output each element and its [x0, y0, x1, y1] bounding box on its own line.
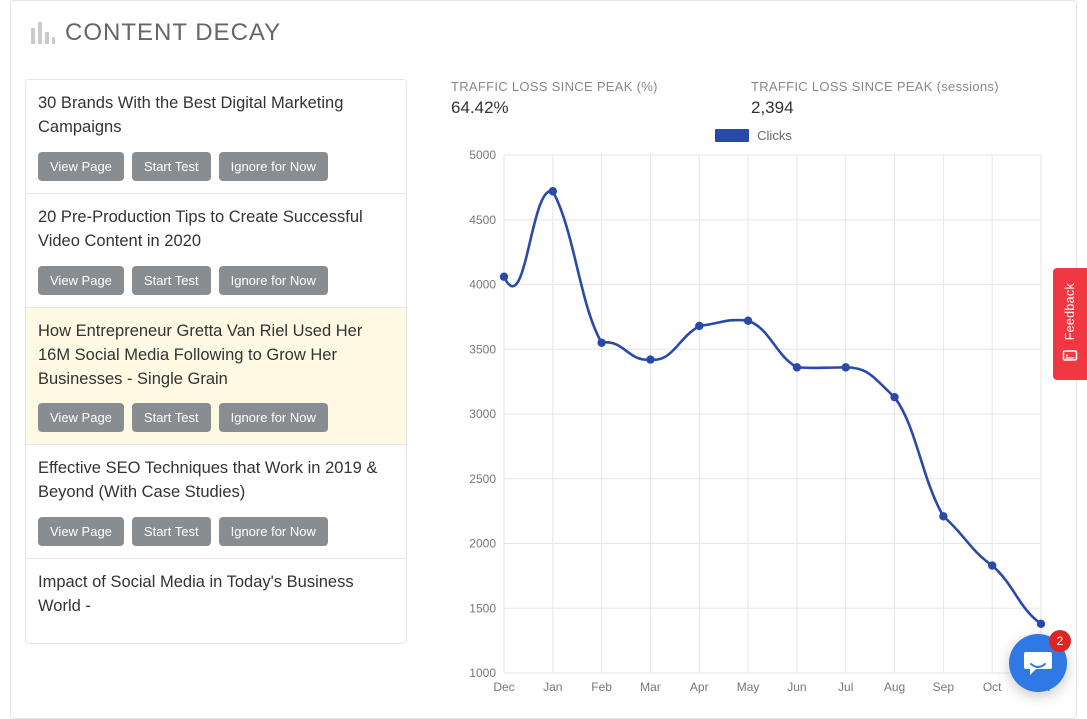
ignore-button[interactable]: Ignore for Now [219, 517, 328, 546]
y-tick-label: 2500 [469, 472, 496, 486]
y-tick-label: 4000 [469, 278, 496, 292]
content-decay-panel: CONTENT DECAY 30 Brands With the Best Di… [10, 0, 1077, 719]
data-point[interactable] [793, 363, 801, 371]
start-test-button[interactable]: Start Test [132, 152, 211, 181]
y-tick-label: 1000 [469, 666, 496, 680]
list-item[interactable]: Impact of Social Media in Today's Busine… [26, 559, 406, 643]
chart-legend: Clicks [451, 128, 1056, 143]
view-page-button[interactable]: View Page [38, 152, 124, 181]
stat-label: TRAFFIC LOSS SINCE PEAK (%) [451, 79, 751, 94]
data-point[interactable] [500, 273, 508, 281]
x-tick-label: Apr [690, 680, 709, 694]
stat-value: 2,394 [751, 98, 1051, 118]
item-title: How Entrepreneur Gretta Van Riel Used He… [38, 320, 394, 392]
data-point[interactable] [744, 317, 752, 325]
stat-value: 64.42% [451, 98, 751, 118]
y-tick-label: 2000 [469, 537, 496, 551]
list-item[interactable]: 20 Pre-Production Tips to Create Success… [26, 194, 406, 308]
list-item[interactable]: 30 Brands With the Best Digital Marketin… [26, 80, 406, 194]
bars-icon [31, 22, 55, 44]
chat-badge: 2 [1049, 630, 1071, 652]
view-page-button[interactable]: View Page [38, 517, 124, 546]
item-title: 20 Pre-Production Tips to Create Success… [38, 206, 394, 254]
stat-label: TRAFFIC LOSS SINCE PEAK (sessions) [751, 79, 1051, 94]
ignore-button[interactable]: Ignore for Now [219, 403, 328, 432]
panel-body: 30 Brands With the Best Digital Marketin… [11, 57, 1076, 718]
clicks-line-chart: 1000 1500 2000 2500 3000 3500 4000 4500 5000 Dec J… [451, 143, 1051, 698]
button-row: View Page Start Test Ignore for Now [38, 403, 394, 432]
data-point[interactable] [842, 363, 850, 371]
feedback-icon [1062, 349, 1078, 365]
chat-badge-count: 2 [1057, 634, 1064, 648]
stat-traffic-loss-sessions: TRAFFIC LOSS SINCE PEAK (sessions) 2,394 [751, 79, 1051, 118]
x-tick-label: Mar [640, 680, 661, 694]
ignore-button[interactable]: Ignore for Now [219, 152, 328, 181]
chart-wrap: 1000 1500 2000 2500 3000 3500 4000 4500 5000 Dec J… [451, 143, 1051, 698]
item-title: Effective SEO Techniques that Work in 20… [38, 457, 394, 505]
x-tick-label: Jun [787, 680, 806, 694]
page-list: 30 Brands With the Best Digital Marketin… [25, 79, 407, 644]
data-point[interactable] [890, 393, 898, 401]
list-item[interactable]: How Entrepreneur Gretta Van Riel Used He… [26, 308, 406, 446]
data-point[interactable] [988, 561, 996, 569]
y-tick-label: 5000 [469, 148, 496, 162]
start-test-button[interactable]: Start Test [132, 403, 211, 432]
x-tick-label: Sep [933, 680, 955, 694]
stat-traffic-loss-pct: TRAFFIC LOSS SINCE PEAK (%) 64.42% [451, 79, 751, 118]
x-tick-label: May [737, 680, 760, 694]
ignore-button[interactable]: Ignore for Now [219, 266, 328, 295]
stats-row: TRAFFIC LOSS SINCE PEAK (%) 64.42% TRAFF… [451, 79, 1056, 118]
x-tick-label: Jan [543, 680, 562, 694]
x-tick-label: Feb [591, 680, 612, 694]
y-tick-label: 4500 [469, 213, 496, 227]
button-row: View Page Start Test Ignore for Now [38, 266, 394, 295]
item-title: Impact of Social Media in Today's Busine… [38, 571, 394, 619]
feedback-label: Feedback [1063, 283, 1077, 340]
y-tick-label: 3500 [469, 342, 496, 356]
y-tick-label: 3000 [469, 407, 496, 421]
chat-icon [1023, 649, 1053, 677]
data-point[interactable] [1037, 620, 1045, 628]
page-list-column: 30 Brands With the Best Digital Marketin… [11, 57, 421, 698]
series-line [504, 191, 1041, 624]
panel-header: CONTENT DECAY [11, 1, 1076, 57]
x-tick-label: Aug [884, 680, 905, 694]
y-tick-label: 1500 [469, 601, 496, 615]
chat-launcher[interactable]: 2 [1009, 634, 1067, 692]
data-point[interactable] [549, 187, 557, 195]
view-page-button[interactable]: View Page [38, 266, 124, 295]
chart-column: TRAFFIC LOSS SINCE PEAK (%) 64.42% TRAFF… [421, 57, 1076, 698]
start-test-button[interactable]: Start Test [132, 266, 211, 295]
data-point[interactable] [597, 339, 605, 347]
x-tick-label: Jul [838, 680, 853, 694]
start-test-button[interactable]: Start Test [132, 517, 211, 546]
button-row: View Page Start Test Ignore for Now [38, 517, 394, 546]
data-point[interactable] [939, 512, 947, 520]
data-point[interactable] [695, 322, 703, 330]
item-title: 30 Brands With the Best Digital Marketin… [38, 92, 394, 140]
legend-swatch [715, 129, 749, 142]
x-tick-label: Oct [983, 680, 1002, 694]
panel-title: CONTENT DECAY [65, 19, 281, 47]
button-row: View Page Start Test Ignore for Now [38, 152, 394, 181]
data-point[interactable] [646, 355, 654, 363]
feedback-tab[interactable]: Feedback [1053, 268, 1087, 380]
x-tick-label: Dec [493, 680, 514, 694]
list-item[interactable]: Effective SEO Techniques that Work in 20… [26, 445, 406, 559]
legend-label: Clicks [757, 128, 792, 143]
view-page-button[interactable]: View Page [38, 403, 124, 432]
